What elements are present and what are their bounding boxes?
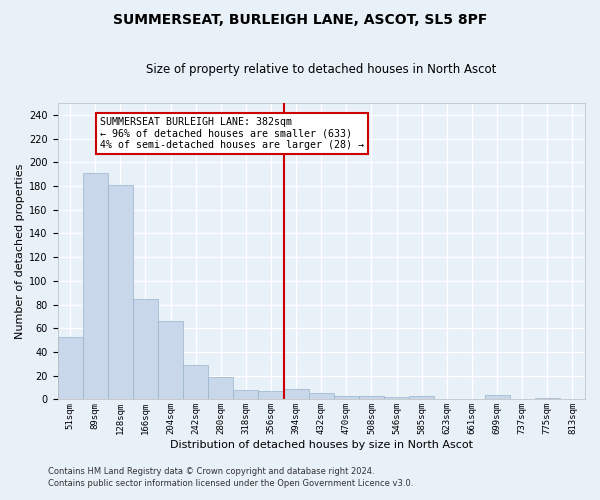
Bar [83, 173, 108, 400]
Bar [233, 390, 259, 400]
Bar [158, 321, 183, 400]
Bar [58, 336, 83, 400]
Bar [384, 397, 409, 400]
Y-axis label: Number of detached properties: Number of detached properties [15, 164, 25, 339]
Title: Size of property relative to detached houses in North Ascot: Size of property relative to detached ho… [146, 62, 496, 76]
Bar [308, 394, 334, 400]
Bar [183, 365, 208, 400]
Bar [535, 398, 560, 400]
Bar [259, 391, 284, 400]
Bar [284, 388, 308, 400]
Bar [133, 298, 158, 400]
Text: SUMMERSEAT, BURLEIGH LANE, ASCOT, SL5 8PF: SUMMERSEAT, BURLEIGH LANE, ASCOT, SL5 8P… [113, 12, 487, 26]
Bar [108, 185, 133, 400]
Bar [409, 396, 434, 400]
Bar [334, 396, 359, 400]
X-axis label: Distribution of detached houses by size in North Ascot: Distribution of detached houses by size … [170, 440, 473, 450]
Bar [485, 394, 509, 400]
Bar [208, 377, 233, 400]
Text: Contains HM Land Registry data © Crown copyright and database right 2024.
Contai: Contains HM Land Registry data © Crown c… [48, 466, 413, 487]
Text: SUMMERSEAT BURLEIGH LANE: 382sqm
← 96% of detached houses are smaller (633)
4% o: SUMMERSEAT BURLEIGH LANE: 382sqm ← 96% o… [100, 118, 364, 150]
Bar [359, 396, 384, 400]
